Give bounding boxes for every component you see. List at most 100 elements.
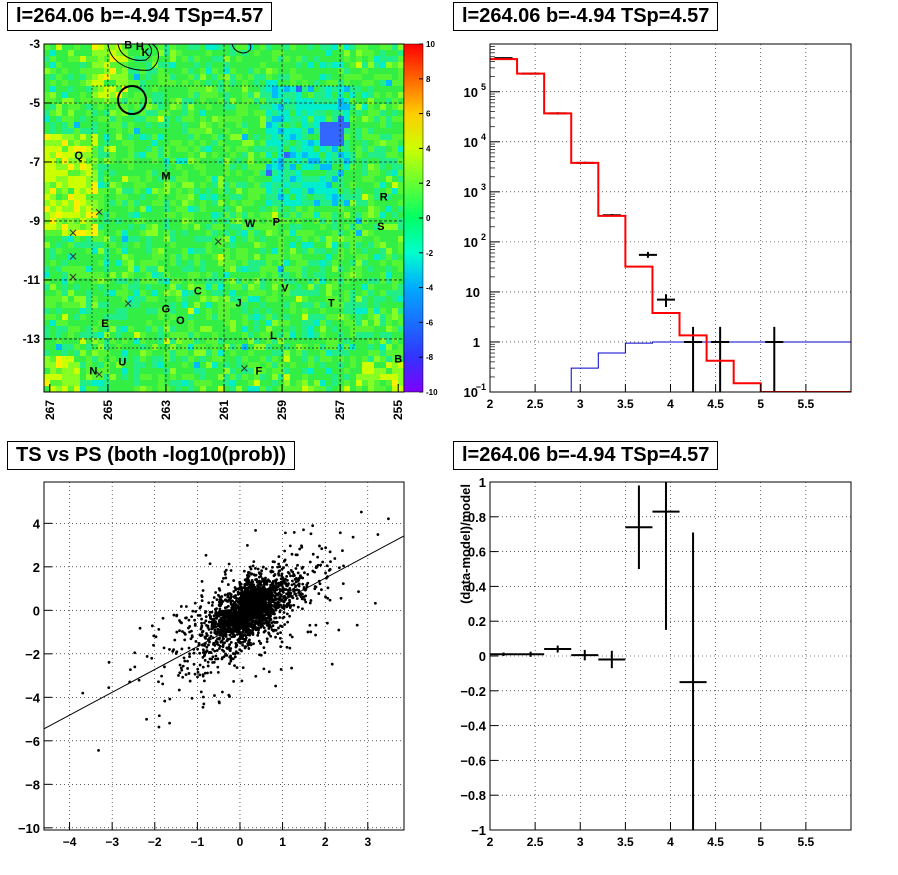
heatmap-cell [314, 182, 320, 188]
heatmap-cell [110, 206, 116, 212]
heatmap-cell [314, 320, 320, 326]
heatmap-cell [398, 170, 404, 176]
heatmap-cell [86, 230, 92, 236]
heatmap-cell [122, 188, 128, 194]
heatmap-cell [122, 308, 128, 314]
heatmap-cell [80, 50, 86, 56]
heatmap-cell [62, 146, 68, 152]
source-cross-marker [214, 238, 222, 245]
heatmap-cell [140, 302, 146, 308]
heatmap-cell [206, 122, 212, 128]
heatmap-cell [224, 284, 230, 290]
heatmap-cell [362, 146, 368, 152]
heatmap-cell [308, 140, 314, 146]
heatmap-cell [260, 254, 266, 260]
heatmap-cell [278, 368, 284, 374]
heatmap-cell [302, 104, 308, 110]
heatmap-cell [122, 74, 128, 80]
heatmap-cell [158, 368, 164, 374]
heatmap-cell [146, 128, 152, 134]
heatmap-cell [212, 134, 218, 140]
heatmap-cell [134, 260, 140, 266]
heatmap-cell [338, 104, 344, 110]
heatmap-cell [86, 248, 92, 254]
heatmap-cell [110, 134, 116, 140]
heatmap-cell [170, 206, 176, 212]
heatmap-cell [386, 362, 392, 368]
heatmap-cell [170, 350, 176, 356]
heatmap-cell [128, 200, 134, 206]
heatmap-cell [314, 344, 320, 350]
heatmap-cell [62, 380, 68, 386]
source-label: J [235, 297, 241, 309]
heatmap-cell [284, 308, 290, 314]
heatmap-cell [140, 134, 146, 140]
heatmap-cell [386, 326, 392, 332]
heatmap-cell [146, 236, 152, 242]
heatmap-cell [176, 194, 182, 200]
heatmap-cell [218, 104, 224, 110]
heatmap-cell [152, 164, 158, 170]
heatmap-cell [116, 290, 122, 296]
heatmap-cell [320, 362, 326, 368]
heatmap-cell [134, 104, 140, 110]
heatmap-cell [272, 356, 278, 362]
heatmap-cell [104, 50, 110, 56]
scatter-point [186, 659, 189, 663]
scatter-point [217, 647, 221, 650]
heatmap-cell [338, 248, 344, 254]
heatmap-cell [128, 386, 134, 392]
heatmap-cell [260, 80, 266, 86]
heatmap-cell [110, 158, 116, 164]
heatmap-cell [236, 338, 242, 344]
heatmap-cell [362, 236, 368, 242]
scatter-point [226, 592, 230, 596]
heatmap-cell [212, 224, 218, 230]
heatmap-cell [122, 176, 128, 182]
scatter-point [329, 560, 332, 563]
heatmap-cell [272, 320, 278, 326]
heatmap-cell [164, 44, 170, 50]
heatmap-cell [182, 362, 188, 368]
scatter-point [311, 552, 315, 556]
heatmap-cell [386, 344, 392, 350]
heatmap-cell [332, 194, 338, 200]
heatmap-cell [374, 320, 380, 326]
heatmap-cell [368, 380, 374, 386]
heatmap-cell [386, 380, 392, 386]
heatmap-cell [368, 212, 374, 218]
heatmap-cell [158, 152, 164, 158]
heatmap-cell [338, 110, 344, 116]
heatmap-cell [236, 368, 242, 374]
heatmap-cell [44, 152, 50, 158]
heatmap-cell [284, 368, 290, 374]
heatmap-cell [242, 116, 248, 122]
heatmap-cell [386, 332, 392, 338]
heatmap-cell [218, 128, 224, 134]
heatmap-cell [398, 386, 404, 392]
heatmap-cell [236, 260, 242, 266]
heatmap-cell [110, 146, 116, 152]
heatmap-cell [296, 158, 302, 164]
heatmap-cell [356, 314, 362, 320]
heatmap-cell [308, 128, 314, 134]
heatmap-cell [398, 152, 404, 158]
heatmap-cell [62, 320, 68, 326]
heatmap-cell [338, 230, 344, 236]
heatmap-cell [152, 314, 158, 320]
heatmap-cell [158, 332, 164, 338]
heatmap-cell [398, 122, 404, 128]
heatmap-cell [194, 152, 200, 158]
heatmap-cell [350, 44, 356, 50]
heatmap-cell [314, 254, 320, 260]
heatmap-cell [230, 248, 236, 254]
heatmap-cell [332, 74, 338, 80]
heatmap-cell [50, 212, 56, 218]
heatmap-cell [218, 344, 224, 350]
heatmap-cell [326, 374, 332, 380]
heatmap-cell [206, 104, 212, 110]
heatmap-cell [104, 62, 110, 68]
heatmap-cell [386, 188, 392, 194]
heatmap-cell [248, 242, 254, 248]
heatmap-cell [218, 140, 224, 146]
